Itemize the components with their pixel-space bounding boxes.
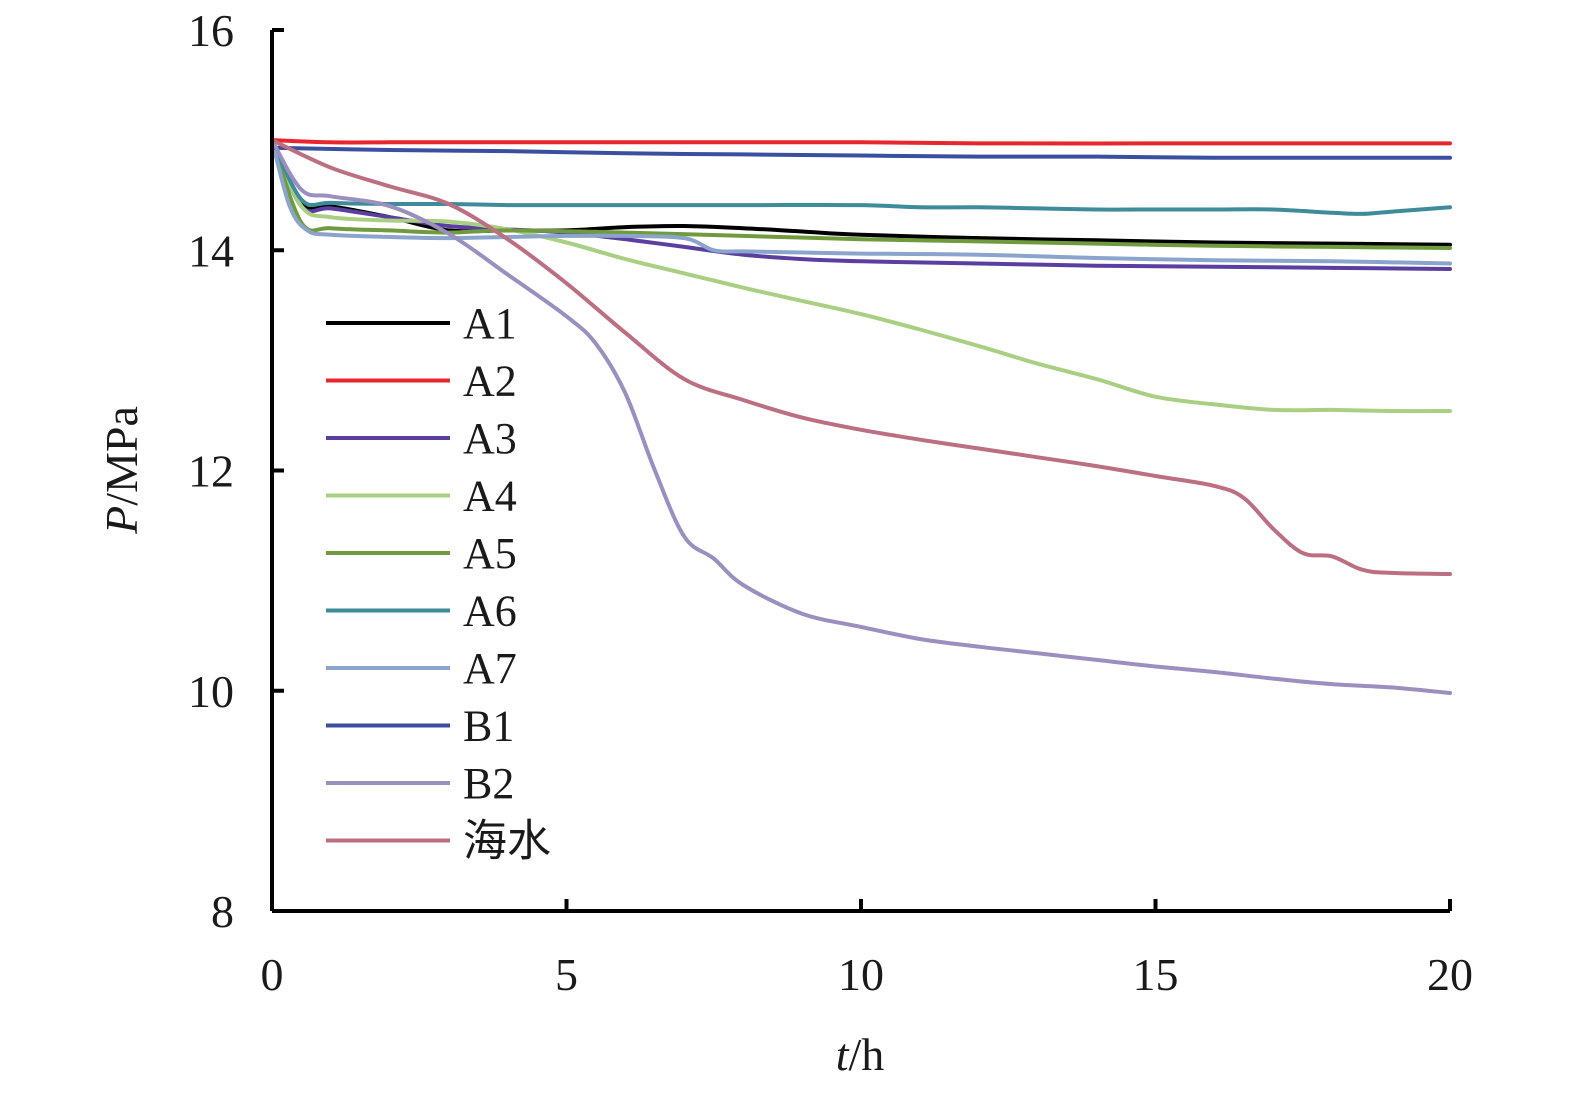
y-tick-label: 16 [188, 5, 234, 56]
x-tick-label: 20 [1427, 949, 1473, 1000]
y-tick-label: 10 [188, 666, 234, 717]
x-axis-title: t/h [836, 1029, 885, 1080]
y-tick-label: 14 [188, 225, 234, 276]
legend-label: A2 [463, 357, 517, 406]
y-tick-label: 12 [188, 446, 234, 497]
legend-label: A6 [463, 587, 517, 636]
axes-layer [272, 30, 1450, 911]
legend-label: A1 [463, 299, 517, 348]
series-line-4 [272, 140, 1450, 411]
legend-label: 海水 [463, 817, 551, 866]
y-tick-label: 8 [211, 886, 234, 937]
series-line-2 [272, 140, 1450, 143]
x-tick-label: 15 [1133, 949, 1179, 1000]
y-axis-title: P/MPa [96, 406, 147, 535]
x-tick-label: 5 [555, 949, 578, 1000]
legend-label: A7 [463, 644, 517, 693]
x-tick-label: 10 [838, 949, 884, 1000]
legend: A1 A2 A3 A4 A5 A6 A7 B1 B2 海水 [326, 299, 551, 866]
legend-label: A4 [463, 472, 517, 521]
legend-label: A5 [463, 529, 517, 578]
legend-label: A3 [463, 414, 517, 463]
series-line-8 [272, 148, 1450, 158]
legend-label: B2 [463, 759, 514, 808]
x-tick-label: 0 [261, 949, 284, 1000]
legend-label: B1 [463, 702, 514, 751]
